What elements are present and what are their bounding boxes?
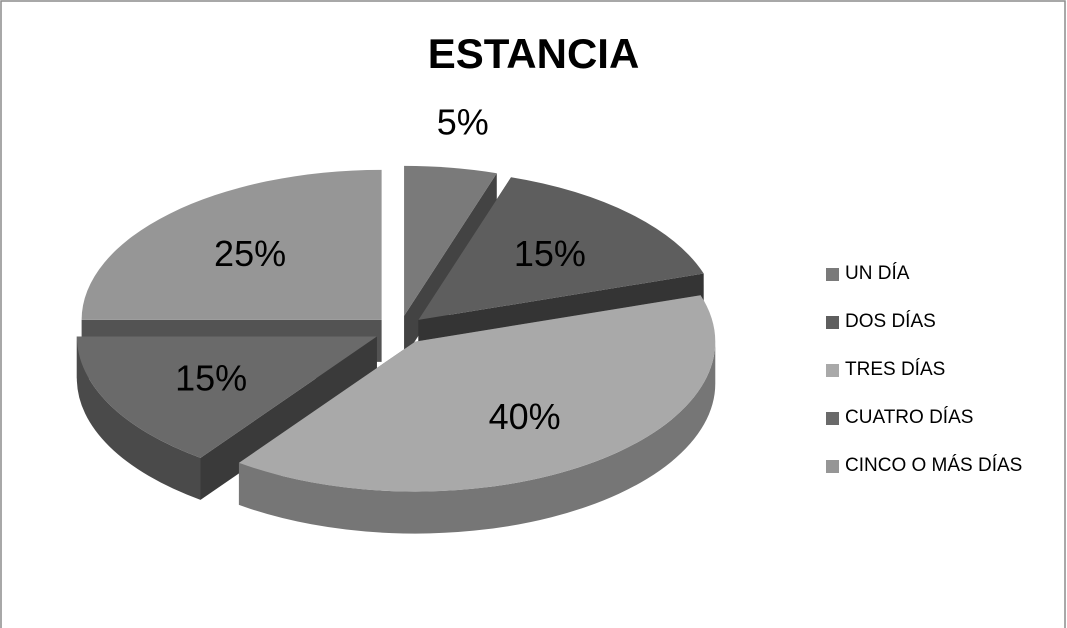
legend-item: CUATRO DÍAS: [826, 394, 1022, 442]
legend-swatch: [826, 459, 839, 473]
legend-item: DOS DÍAS: [826, 298, 1022, 346]
pie-slice-4-top: [76, 336, 377, 458]
pie-slice-4-outer-wall: [76, 336, 201, 500]
chart-title: ESTANCIA: [427, 30, 640, 77]
legend-label: CINCO O MÁS DÍAS: [845, 455, 1023, 476]
data-label-3: 40%: [489, 396, 561, 437]
legend-item: CINCO O MÁS DÍAS: [826, 442, 1022, 490]
pie-slice-5-top: [81, 169, 382, 320]
pie-slice-3: [238, 295, 716, 534]
pie-slice-2-top: [418, 177, 704, 320]
legend-label: DOS DÍAS: [845, 311, 936, 332]
pie-slice-1-top: [404, 165, 497, 316]
legend-swatch: [826, 411, 839, 425]
legend-label: TRES DÍAS: [845, 359, 946, 380]
pie-data-labels: 5% 15% 40% 15% 25%: [175, 102, 586, 437]
legend-swatch: [826, 315, 839, 329]
pie-slices: [76, 165, 716, 534]
legend-swatch: [826, 363, 839, 377]
legend-label: CUATRO DÍAS: [845, 407, 974, 428]
data-label-4: 15%: [175, 358, 247, 399]
legend-swatch: [826, 267, 839, 281]
data-label-1: 5%: [437, 102, 489, 143]
legend-item: UN DÍA: [826, 250, 1022, 298]
pie-slice-3-top: [238, 295, 716, 492]
data-label-2: 15%: [514, 233, 586, 274]
chart-legend: UN DÍA DOS DÍAS TRES DÍAS CUATRO DÍAS CINCO …: [826, 250, 1022, 490]
pie-slice-3-outer-wall: [238, 341, 716, 534]
data-label-5: 25%: [214, 233, 286, 274]
legend-label: UN DÍA: [845, 263, 910, 284]
pie-slice-4: [76, 336, 377, 500]
legend-item: TRES DÍAS: [826, 346, 1022, 394]
